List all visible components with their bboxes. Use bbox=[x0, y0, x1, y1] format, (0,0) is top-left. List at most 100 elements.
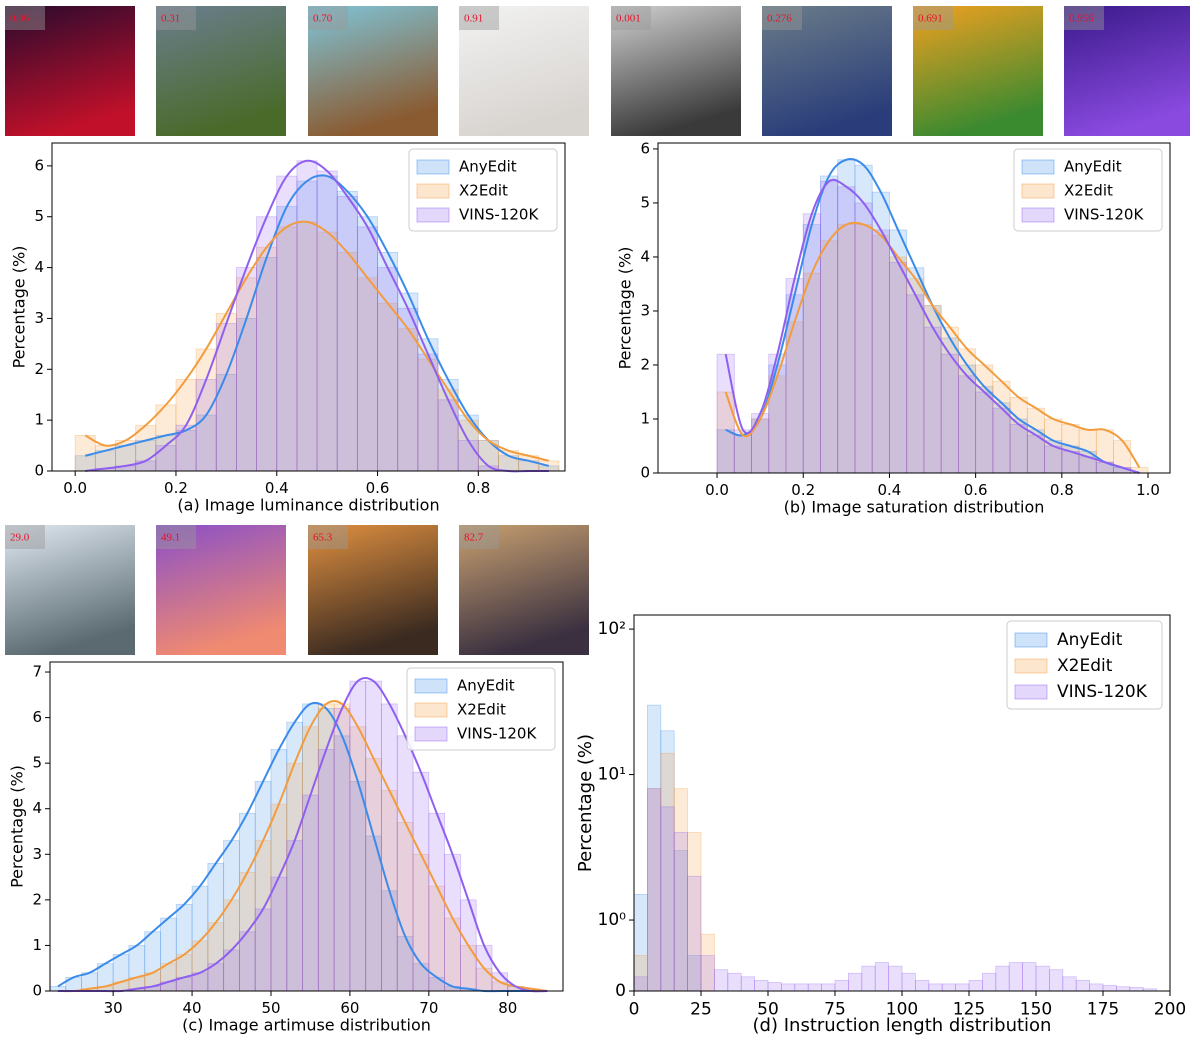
x-tick-label: 50 bbox=[261, 999, 280, 1017]
legend-swatch bbox=[1021, 207, 1055, 223]
histogram-bar bbox=[381, 703, 398, 992]
legend-label: X2Edit bbox=[457, 701, 506, 719]
y-tick-label: 10⁰ bbox=[598, 910, 627, 930]
y-tick-label: 3 bbox=[32, 845, 42, 863]
y-axis-label: Percentage (%) bbox=[10, 246, 29, 369]
kde-line bbox=[724, 221, 1141, 469]
y-axis-label: Percentage (%) bbox=[616, 247, 635, 370]
y-tick-label: 6 bbox=[34, 156, 44, 174]
histogram-bar bbox=[1102, 984, 1117, 992]
histogram-bar bbox=[837, 186, 856, 474]
thumbnail bbox=[611, 6, 741, 136]
thumbnail-label-bg bbox=[5, 525, 45, 549]
y-tick-label: 6 bbox=[640, 139, 650, 157]
thumbnail-label-bg bbox=[459, 525, 499, 549]
histogram-bar bbox=[270, 876, 288, 992]
x-tick-label: 0.4 bbox=[265, 479, 289, 497]
histogram-bar bbox=[848, 972, 863, 992]
axes-frame bbox=[49, 661, 564, 992]
histogram-bar bbox=[647, 788, 662, 992]
histogram-bar bbox=[834, 979, 849, 992]
histogram-bar bbox=[995, 965, 1010, 992]
histogram-bar bbox=[1026, 434, 1045, 474]
histogram-bar bbox=[673, 832, 689, 992]
thumbnail-label: 0.691 bbox=[918, 13, 943, 25]
legend-swatch bbox=[1014, 684, 1048, 700]
histogram-bar bbox=[928, 983, 943, 992]
thumbnail bbox=[308, 6, 438, 136]
histogram-bar bbox=[457, 440, 479, 472]
kde-line bbox=[85, 159, 549, 473]
histogram-bar bbox=[968, 979, 983, 992]
legend-label: AnyEdit bbox=[459, 158, 517, 176]
chart-caption: (c) Image artimuse distribution bbox=[182, 1016, 431, 1035]
chart-caption: (d) Instruction length distribution bbox=[753, 1015, 1052, 1036]
legend-box bbox=[1006, 620, 1163, 710]
y-tick-label: 0 bbox=[34, 462, 44, 480]
y-tick-label: 5 bbox=[32, 754, 42, 772]
x-tick-label: 100 bbox=[886, 1000, 918, 1020]
legend-label: AnyEdit bbox=[1057, 630, 1123, 650]
x-tick-label: 0.2 bbox=[791, 481, 815, 499]
histogram-bar bbox=[923, 326, 942, 474]
x-tick-label: 0 bbox=[629, 1000, 640, 1020]
histogram-bar bbox=[906, 294, 925, 474]
histogram-bar bbox=[336, 195, 358, 472]
y-tick-label: 10¹ bbox=[598, 765, 626, 785]
histogram-bar bbox=[982, 972, 997, 992]
y-tick-label: 3 bbox=[640, 301, 650, 319]
histogram-bar bbox=[820, 180, 839, 474]
x-tick-label: 50 bbox=[757, 1000, 779, 1020]
histogram-bar bbox=[955, 983, 970, 992]
legend-label: VINS-120K bbox=[457, 725, 537, 743]
histogram-bar bbox=[888, 965, 903, 992]
thumbnail-label-bg bbox=[762, 6, 802, 30]
legend-label: X2Edit bbox=[1057, 656, 1113, 676]
histogram-bar bbox=[940, 353, 959, 474]
y-tick-label: 4 bbox=[640, 247, 650, 265]
y-tick-label: 3 bbox=[34, 309, 44, 327]
legend-swatch bbox=[1021, 183, 1055, 199]
thumbnail bbox=[1064, 6, 1190, 136]
histogram-bar bbox=[437, 399, 459, 472]
y-axis-label: Percentage (%) bbox=[575, 734, 596, 872]
x-tick-label: 0.8 bbox=[466, 479, 490, 497]
histogram-bar bbox=[396, 735, 414, 992]
histogram-bar bbox=[871, 229, 890, 474]
histogram-bar bbox=[412, 771, 430, 992]
y-tick-label: 1 bbox=[640, 409, 650, 427]
y-tick-label: 4 bbox=[32, 799, 42, 817]
legend-label: VINS-120K bbox=[1057, 682, 1148, 702]
legend-swatch bbox=[1014, 632, 1048, 648]
histogram-bar bbox=[975, 391, 994, 474]
legend-swatch bbox=[414, 702, 448, 718]
y-tick-label: 10² bbox=[598, 619, 626, 639]
thumbnail bbox=[308, 525, 438, 655]
histogram-bar bbox=[768, 353, 787, 474]
thumbnail-label: 65.3 bbox=[313, 532, 333, 544]
histogram-bar bbox=[754, 979, 769, 992]
legend-box bbox=[1013, 148, 1163, 232]
thumbnail-label: 0.06 bbox=[10, 13, 30, 25]
y-tick-label: 0 bbox=[32, 982, 42, 1000]
legend-swatch bbox=[1021, 159, 1055, 175]
y-tick-label: 5 bbox=[34, 207, 44, 225]
histogram-bar bbox=[821, 983, 836, 992]
histogram-bar bbox=[901, 972, 916, 992]
histogram-bar bbox=[727, 972, 742, 992]
thumbnail bbox=[5, 525, 135, 655]
y-tick-label: 2 bbox=[32, 890, 42, 908]
histogram-bar bbox=[957, 375, 977, 474]
legend-swatch bbox=[416, 207, 450, 223]
histogram-bar bbox=[751, 413, 770, 474]
x-tick-label: 30 bbox=[104, 999, 123, 1017]
thumbnail bbox=[459, 525, 589, 655]
histogram-bar bbox=[767, 982, 782, 992]
legend-label: VINS-120K bbox=[1064, 206, 1144, 224]
y-tick-label: 1 bbox=[34, 411, 44, 429]
thumbnail-label-bg bbox=[308, 6, 348, 30]
histogram-bar bbox=[1062, 976, 1077, 992]
histogram-bar bbox=[428, 812, 446, 992]
thumbnail bbox=[156, 525, 286, 655]
histogram-bar bbox=[317, 749, 335, 992]
